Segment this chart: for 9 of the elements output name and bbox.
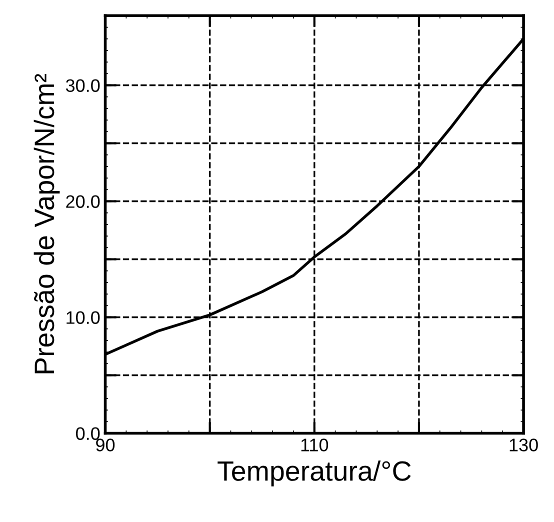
- y-axis-title: Pressão de Vapor/N/cm²: [34, 74, 60, 374]
- y-tick-label: 30.0: [66, 79, 100, 92]
- y-tick-label: 20.0: [66, 195, 100, 208]
- x-axis-title: Temperatura/°C: [218, 460, 411, 486]
- y-tick-label: 10.0: [66, 311, 100, 324]
- x-tick-label: 110: [301, 438, 328, 452]
- x-tick-label: 90: [96, 438, 115, 452]
- text: 0.0: [76, 427, 100, 440]
- x-tick-label: 130: [510, 438, 538, 452]
